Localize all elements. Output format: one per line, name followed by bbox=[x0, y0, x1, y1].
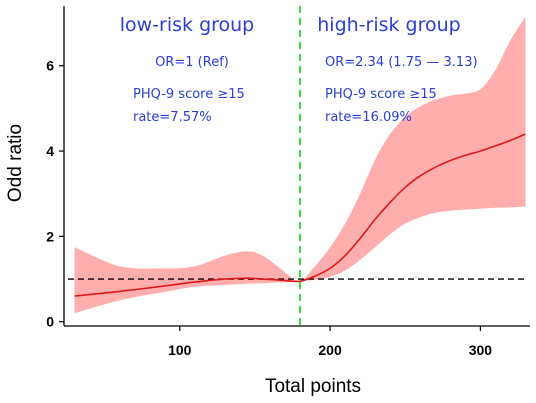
low-risk-phq-label: PHQ-9 score ≥15 bbox=[133, 87, 245, 102]
low-risk-group-title: low-risk group bbox=[120, 14, 255, 36]
x-tick-label: 300 bbox=[469, 342, 493, 358]
low-risk-rate-label: rate=7.57% bbox=[133, 110, 212, 125]
confidence-band bbox=[74, 16, 526, 314]
x-tick-label: 200 bbox=[318, 342, 342, 358]
y-tick-label: 2 bbox=[46, 228, 54, 244]
x-tick-label: 100 bbox=[168, 342, 192, 358]
odds-ratio-line bbox=[74, 133, 526, 297]
x-ticks: 100 200 300 bbox=[168, 326, 492, 358]
y-axis-title: Odd ratio bbox=[5, 124, 26, 202]
high-risk-phq-label: PHQ-9 score ≥15 bbox=[325, 87, 437, 102]
high-risk-group-title: high-risk group bbox=[317, 14, 461, 36]
high-risk-rate-label: rate=16.09% bbox=[325, 110, 412, 125]
y-tick-label: 0 bbox=[46, 314, 54, 330]
y-ticks: 0 2 4 6 bbox=[46, 58, 64, 330]
x-axis-title: Total points bbox=[265, 376, 361, 397]
y-tick-label: 6 bbox=[46, 58, 54, 74]
low-risk-or-label: OR=1 (Ref) bbox=[155, 55, 229, 70]
high-risk-or-label: OR=2.34 (1.75 — 3.13) bbox=[325, 55, 478, 70]
plot-area bbox=[68, 6, 526, 326]
y-tick-label: 4 bbox=[46, 143, 54, 159]
